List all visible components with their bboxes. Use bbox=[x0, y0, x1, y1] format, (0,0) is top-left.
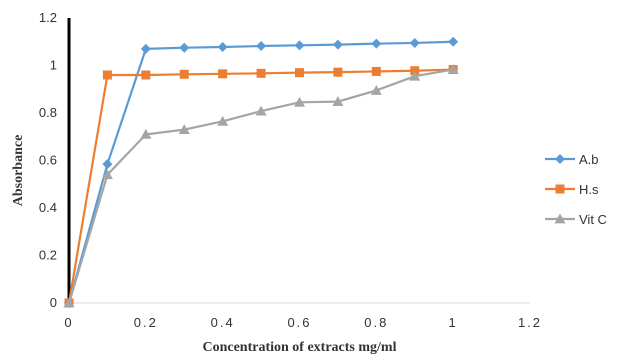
y-tick-label: 0.8 bbox=[39, 105, 57, 120]
y-tick-labels: 0 0.2 0.4 0.6 0.8 1 1.2 bbox=[39, 10, 57, 310]
legend-label: Vit C bbox=[579, 212, 607, 227]
data-point bbox=[256, 41, 267, 52]
data-point bbox=[295, 68, 304, 78]
data-point bbox=[447, 64, 459, 74]
data-point bbox=[255, 105, 267, 116]
legend: A.b H.s Vit C bbox=[545, 152, 607, 227]
data-point bbox=[256, 68, 266, 78]
x-tick-label: 1 bbox=[449, 315, 458, 330]
y-tick-label: 0.6 bbox=[39, 153, 57, 168]
x-tick-label: 0.4 bbox=[211, 315, 235, 330]
data-point bbox=[179, 42, 190, 53]
data-point bbox=[409, 37, 420, 48]
data-point bbox=[101, 169, 113, 180]
x-axis-title: Concentration of extracts mg/ml bbox=[202, 340, 396, 355]
y-tick-label: 0 bbox=[50, 295, 57, 310]
legend-marker bbox=[555, 184, 565, 194]
data-point bbox=[63, 297, 75, 308]
series-line bbox=[67, 40, 454, 304]
data-point bbox=[409, 70, 421, 81]
data-point bbox=[332, 39, 343, 50]
legend-marker bbox=[555, 154, 565, 164]
axes bbox=[67, 18, 530, 304]
series-layer bbox=[63, 36, 459, 308]
data-point bbox=[333, 67, 343, 77]
data-point bbox=[294, 40, 305, 51]
legend-entry: Vit C bbox=[545, 212, 607, 227]
series-h-s bbox=[64, 65, 458, 308]
data-point bbox=[294, 96, 305, 107]
legend-label: H.s bbox=[579, 182, 599, 197]
y-tick-label: 0.2 bbox=[39, 248, 57, 263]
x-tick-label: 0 bbox=[64, 315, 73, 330]
x-tick-label: 1.2 bbox=[518, 315, 542, 330]
series-a-b bbox=[64, 36, 459, 308]
x-tick-label: 0.2 bbox=[134, 315, 158, 330]
data-point bbox=[332, 96, 344, 106]
data-point bbox=[102, 70, 112, 80]
y-tick-label: 1.2 bbox=[39, 10, 57, 25]
data-point bbox=[371, 66, 381, 76]
data-point bbox=[102, 159, 113, 170]
data-point bbox=[140, 43, 151, 54]
data-point bbox=[217, 41, 228, 52]
data-point bbox=[140, 128, 152, 139]
data-point bbox=[218, 69, 228, 79]
y-axis-title: Absorbance bbox=[11, 135, 26, 207]
data-point bbox=[217, 115, 229, 126]
data-point bbox=[178, 124, 190, 135]
data-point bbox=[179, 69, 189, 79]
x-tick-label: 0.8 bbox=[364, 315, 388, 330]
legend-label: A.b bbox=[579, 152, 599, 167]
y-tick-label: 1 bbox=[50, 58, 57, 73]
series-vit-c bbox=[63, 64, 459, 308]
legend-entry: H.s bbox=[545, 182, 599, 197]
data-point bbox=[141, 70, 151, 80]
legend-entry: A.b bbox=[545, 152, 599, 167]
data-point bbox=[370, 84, 382, 95]
x-tick-label: 0.6 bbox=[287, 315, 311, 330]
data-point bbox=[371, 38, 382, 49]
legend-marker bbox=[554, 213, 566, 224]
x-tick-labels: 0 0.2 0.4 0.6 0.8 1 1.2 bbox=[64, 315, 542, 330]
data-point bbox=[448, 36, 459, 47]
y-tick-label: 0.4 bbox=[39, 200, 57, 215]
